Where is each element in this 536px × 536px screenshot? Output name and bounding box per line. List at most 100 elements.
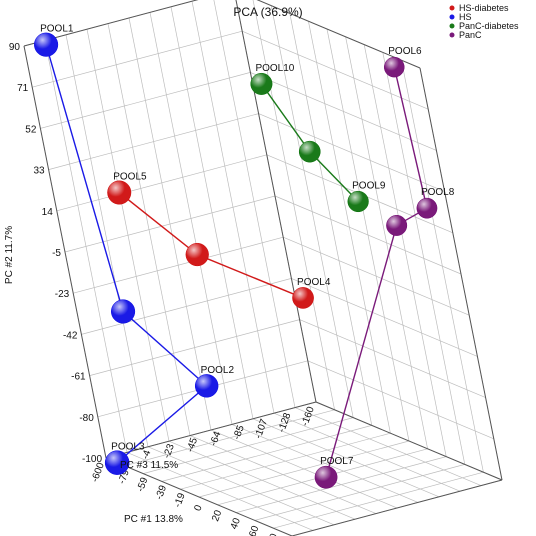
y-tick-label: -80 [79,413,94,424]
grid-line [345,36,428,449]
y-tick-label: -42 [63,330,78,341]
y-tick-label: 52 [25,124,37,135]
grid-line [258,113,445,192]
z-tick-label: -128 [276,411,293,434]
axis-edge [419,67,503,481]
z-tick-label: -4 [140,448,154,461]
series-line [260,83,311,153]
grid-line [252,418,440,498]
axis-edge [105,457,293,536]
grid-line [254,464,465,521]
x-axis-label: PC #1 13.8% [124,514,183,525]
legend-swatch [449,32,455,38]
axis-edge [105,401,317,459]
data-point [416,197,438,219]
z-tick-label: -23 [162,442,177,460]
grid-line [56,154,267,212]
data-point [292,287,314,309]
x-tick-label: -39 [154,483,169,501]
series-line [45,44,124,312]
y-tick-label: 33 [33,166,45,177]
series-line [309,151,359,202]
x-tick-label: 60 [247,524,261,536]
grid-line [32,30,243,88]
grid-line [40,72,251,129]
legend-entry: PanC-diabetes [459,21,519,31]
point-label: POOL9 [352,180,386,191]
chart-title: PCA (36.9%) [233,5,302,19]
point-label: POOL4 [297,277,331,288]
z-tick-label: -64 [208,430,223,448]
data-point [185,242,209,267]
grid-line [252,0,335,410]
data-point [34,32,59,57]
axis-edge [23,0,199,47]
grid-line [294,407,482,486]
point-label: POOL2 [201,365,235,376]
y-axis-label: PC #2 11.7% [4,226,15,284]
legend-entry: HS-diabetes [459,3,509,13]
grid-line [274,195,462,275]
grid-line [48,113,259,170]
data-point [386,214,408,236]
y-tick-label: -5 [52,248,61,259]
x-tick-label: 80 [266,532,280,536]
data-point [347,190,369,213]
x-tick-label: 20 [210,508,224,523]
series-line [118,191,198,256]
point-label: POOL10 [255,63,294,74]
grid-line [236,456,447,513]
series-line [325,225,398,478]
point-label: POOL8 [421,187,455,198]
data-point [314,465,338,489]
grid-line [401,60,484,473]
grid-line [149,12,233,425]
data-points [34,32,438,489]
data-point [384,56,405,78]
data-point [250,72,273,95]
grid-line [242,30,429,110]
z-tick-label: -107 [253,417,270,440]
grid-line [273,412,461,492]
series-line [196,253,304,299]
grid-line [273,471,484,529]
x-tick-label: -59 [135,476,150,494]
axis-edge [235,0,317,403]
grid-line [382,52,466,465]
z-tick-label: -45 [185,436,200,454]
legend-swatch [449,14,455,20]
axis-edge [256,0,421,69]
y-tick-label: -23 [55,289,70,300]
y-tick-label: -100 [82,454,102,465]
point-label: POOL6 [388,46,422,57]
data-point [111,299,136,324]
y-tick-label: 90 [9,42,21,53]
series-lines [45,44,428,478]
data-point [104,450,130,475]
grid-line [363,44,447,457]
series-line [116,385,208,464]
data-point [298,140,321,163]
grid-line [170,6,254,419]
axis-edge [23,45,107,459]
series-line [122,310,208,387]
x-tick-label: 0 [193,503,205,512]
legend-swatch [449,23,455,29]
x-tick-label: 40 [229,516,243,531]
grid-line [231,424,419,503]
grid-line [210,429,398,509]
series-line [393,66,428,209]
grid-line [213,0,296,408]
legend-entry: PanC [459,30,482,40]
y-tick-label: 71 [17,83,29,94]
grid-line [191,1,275,414]
point-label: POOL7 [320,456,354,467]
grid-layer [23,0,503,536]
z-tick-label: -160 [300,405,317,428]
axis-edge [291,479,503,536]
y-tick-label: 14 [42,207,54,218]
axis-edge [315,401,503,481]
point-labels: POOL5 POOL4 POOL1 POOL2 POOL3 POOL10 POOL9 POOL… [40,24,455,468]
